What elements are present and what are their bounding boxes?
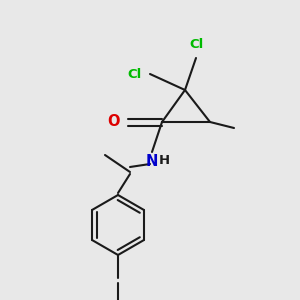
Text: Cl: Cl (128, 68, 142, 80)
Text: Cl: Cl (189, 38, 203, 51)
Text: O: O (107, 115, 120, 130)
Text: H: H (158, 154, 169, 167)
Text: N: N (146, 154, 158, 169)
